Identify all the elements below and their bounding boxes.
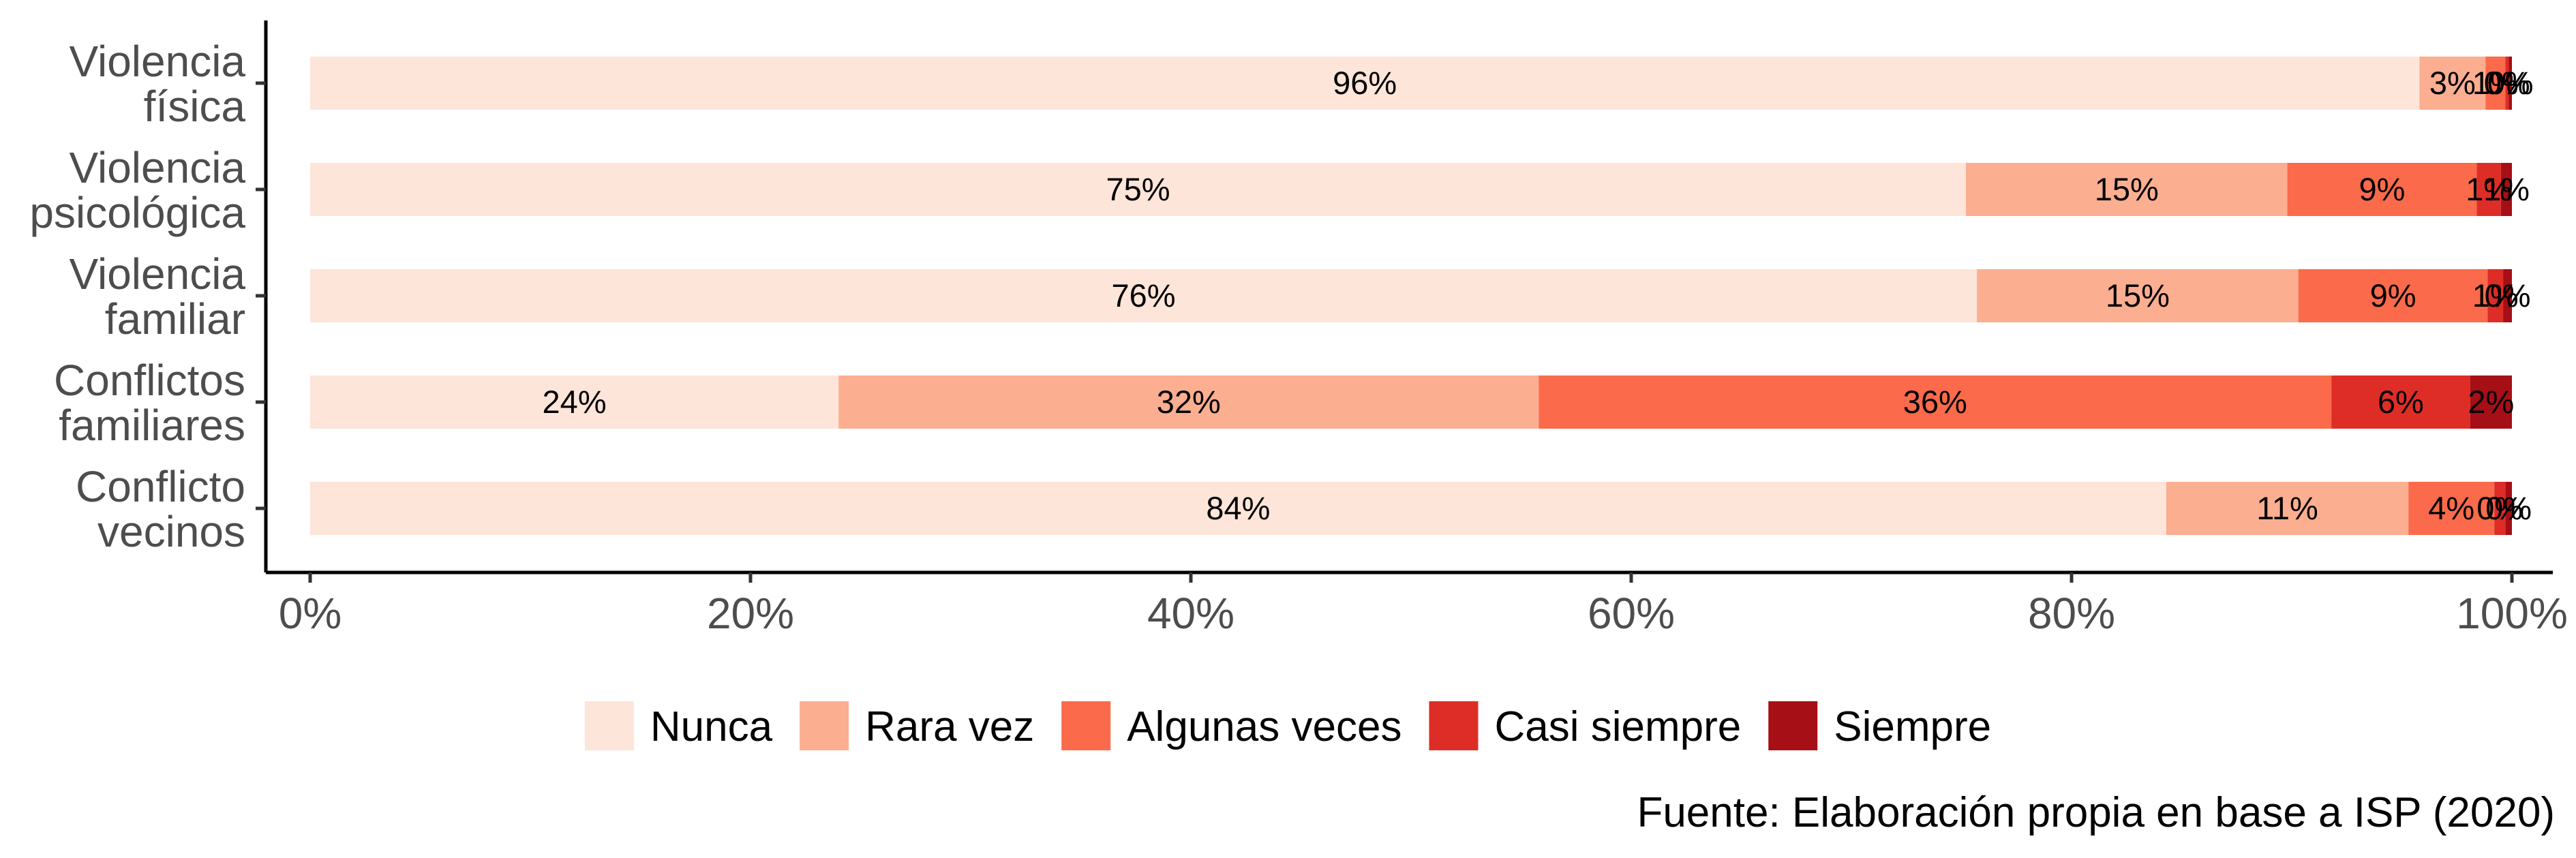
data-label: 9%: [2370, 277, 2416, 313]
category-labels: Violencia física Violencia psicológica Viole…: [29, 37, 266, 556]
data-label: 1%: [2472, 277, 2519, 313]
bar-segment-siempre: [2503, 269, 2512, 322]
legend-item: Algunas veces: [1061, 701, 1401, 750]
data-label: 0%: [2476, 490, 2523, 526]
legend-swatch: [800, 701, 849, 750]
bar-segment-casi-siempre: [2505, 57, 2509, 110]
bar-segment-algunas-veces: [2287, 163, 2477, 216]
data-label: 15%: [2106, 277, 2170, 313]
bar-segment-rara-vez: [1965, 163, 2288, 216]
data-label: 15%: [2095, 171, 2159, 207]
data-label: 9%: [2359, 171, 2405, 207]
legend-swatch: [1429, 701, 1479, 750]
data-label: 96%: [1333, 65, 1397, 101]
ticks-layer: 0% 20% 40% 60% 80% 100%: [279, 572, 2568, 638]
bar-segment-casi-siempre: [2494, 482, 2506, 535]
bar-segment-casi-siempre: [2476, 163, 2501, 216]
bar-segment-siempre: [2509, 57, 2512, 110]
data-label: 6%: [2378, 384, 2424, 420]
category-label: Conflicto vecinos: [76, 462, 245, 556]
bar-segment-siempre: [2500, 163, 2512, 216]
data-label: 24%: [543, 384, 607, 420]
category-label: Violencia psicológica: [29, 143, 245, 237]
bar-segment-algunas-veces: [2485, 57, 2506, 110]
data-label: 3%: [2429, 65, 2476, 101]
bar-segment-algunas-veces: [1539, 376, 2332, 429]
bar-labels-layer: 96% 3%1%0%0%75% 15% 9% 1%1%76% 15% 9% 1%0%24% 32…: [543, 65, 2534, 526]
legend-item: Nunca: [584, 701, 773, 750]
bar-segment-nunca: [310, 269, 1978, 322]
data-label: 11%: [2256, 490, 2318, 526]
legend: Nunca Rara vez Algunas veces Casi siempre Si…: [584, 701, 1991, 750]
bar-segment-casi-siempre: [2487, 269, 2504, 322]
x-tick-label: 80%: [2028, 589, 2115, 638]
data-label: 0%: [2485, 490, 2532, 526]
legend-swatch: [1061, 701, 1111, 750]
legend-item: Rara vez: [800, 701, 1034, 750]
bar-segment-nunca: [310, 482, 2166, 535]
bar-segment-rara-vez: [838, 376, 1539, 429]
data-label: 1%: [2472, 65, 2519, 101]
data-label: 1%: [2466, 171, 2512, 207]
bar-segment-algunas-veces: [2408, 482, 2495, 535]
x-tick-label: 20%: [707, 589, 794, 638]
caption: Fuente: Elaboración propia en base a ISP…: [1637, 789, 2555, 836]
x-tick-label: 60%: [1588, 589, 1675, 638]
category-label: Violencia familiar: [69, 249, 245, 343]
data-label: 76%: [1112, 277, 1176, 313]
legend-item: Casi siempre: [1429, 701, 1741, 750]
bar-segment-siempre: [2470, 376, 2512, 429]
bar-segment-algunas-veces: [2298, 269, 2488, 322]
bar-segment-nunca: [310, 376, 839, 429]
data-label: 0%: [2487, 65, 2534, 101]
legend-label: Rara vez: [865, 703, 1034, 750]
data-label: 1%: [2483, 171, 2530, 207]
bar-segment-siempre: [2505, 482, 2512, 535]
data-label: 0%: [2485, 277, 2531, 313]
category-label: Violencia física: [69, 37, 245, 131]
data-label: 4%: [2428, 490, 2474, 526]
bar-segment-nunca: [310, 57, 2420, 110]
data-label: 84%: [1206, 490, 1270, 526]
data-label: 0%: [2484, 65, 2530, 101]
bar-segment-rara-vez: [2419, 57, 2486, 110]
x-tick-label: 40%: [1147, 589, 1234, 638]
bars-layer: [310, 57, 2512, 535]
legend-item: Siempre: [1768, 701, 1991, 750]
legend-label: Casi siempre: [1494, 703, 1741, 750]
category-label: Conflictos familiares: [54, 356, 245, 450]
legend-swatch: [584, 701, 634, 750]
data-label: 75%: [1106, 171, 1170, 207]
x-tick-label: 0%: [279, 589, 342, 638]
data-label: 2%: [2468, 384, 2514, 420]
bar-segment-nunca: [310, 163, 1966, 216]
legend-label: Algunas veces: [1127, 703, 1401, 750]
x-tick-label: 100%: [2456, 589, 2568, 638]
legend-swatch: [1768, 701, 1818, 750]
bar-segment-rara-vez: [2166, 482, 2409, 535]
data-label: 36%: [1903, 384, 1967, 420]
legend-label: Nunca: [650, 703, 773, 750]
legend-label: Siempre: [1834, 703, 1991, 750]
bar-segment-rara-vez: [1977, 269, 2299, 322]
data-label: 32%: [1157, 384, 1221, 420]
bar-segment-casi-siempre: [2331, 376, 2470, 429]
